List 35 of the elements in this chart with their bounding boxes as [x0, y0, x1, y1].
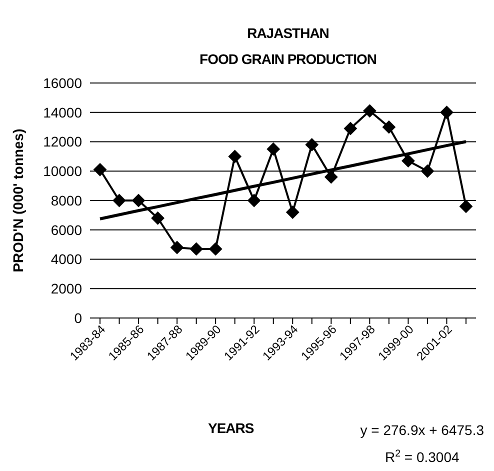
point: [170, 241, 184, 254]
y-tick-label: 12000: [43, 134, 82, 150]
point: [344, 122, 357, 136]
point: [286, 206, 300, 219]
chart-subtitle: FOOD GRAIN PRODUCTION: [198, 50, 378, 69]
point: [305, 138, 318, 152]
point: [363, 104, 376, 118]
point: [190, 242, 203, 256]
y-tick-label: 0: [74, 310, 82, 326]
chart-title: RAJASTHAN: [246, 24, 330, 43]
text: y = 276.9x + 6475.3: [360, 422, 484, 438]
y-tick-label: 6000: [50, 222, 82, 238]
point: [151, 212, 164, 225]
y-tick-label: 14000: [43, 104, 82, 120]
point: [440, 106, 454, 119]
point: [248, 194, 261, 207]
y-tick-label: 2000: [50, 280, 82, 297]
y-tick-label: 10000: [43, 163, 82, 180]
y-tick-label: 16000: [43, 74, 82, 91]
point: [94, 163, 106, 176]
point: [460, 200, 472, 213]
text: R$^{2}$ = 0.3004: [384, 448, 460, 465]
point: [112, 194, 126, 207]
point: [382, 120, 396, 134]
point: [209, 242, 222, 256]
y-tick-label: 8000: [50, 192, 82, 208]
point: [420, 164, 434, 178]
x-axis-title: YEARS: [208, 420, 254, 436]
y-tick-label: 4000: [50, 251, 82, 268]
point: [266, 142, 280, 156]
point: [324, 170, 338, 184]
point: [228, 150, 242, 163]
point: [132, 194, 146, 207]
point: [402, 154, 415, 168]
y-axis-title: PROD'N (000' tonnes): [10, 128, 26, 272]
